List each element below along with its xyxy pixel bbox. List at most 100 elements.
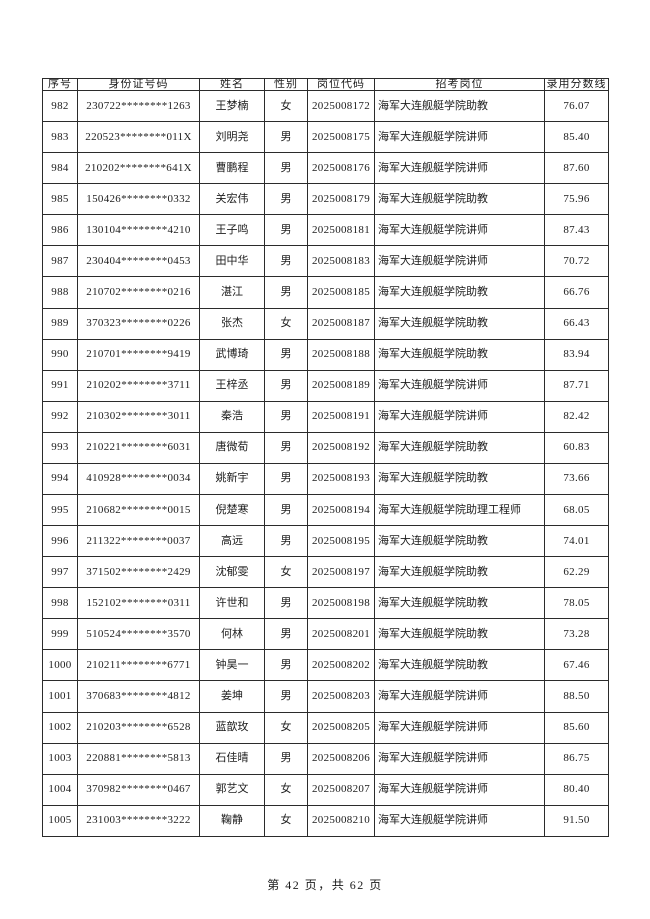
table-cell: 海军大连舰艇学院讲师 — [374, 245, 545, 278]
table-cell: 高远 — [199, 525, 265, 558]
table-cell: 220523********011X — [77, 121, 200, 154]
table-cell: 男 — [264, 587, 308, 620]
table-cell: 2025008183 — [307, 245, 375, 278]
table-cell: 2025008198 — [307, 587, 375, 620]
table-cell: 982 — [42, 89, 78, 123]
recruitment-score-table: 序号 身份证号码 姓名 性别 岗位代码 招考岗位 录用分数线 982 230722******… — [42, 78, 609, 838]
table-cell: 210701********9419 — [77, 338, 200, 371]
table-cell: 994 — [42, 462, 78, 496]
table-cell: 91.50 — [544, 804, 609, 838]
table-cell: 何林 — [199, 618, 265, 651]
table-cell: 85.40 — [544, 121, 609, 154]
table-row: 1004 370982********0467 郭艺文女 2025008207 海军大连… — [42, 773, 609, 806]
table-cell: 210202********641X — [77, 152, 200, 185]
page-number-footer: 第 42 页，共 62 页 — [267, 878, 383, 892]
table-cell: 王子鸣 — [199, 214, 265, 247]
column-header: 姓名 — [199, 78, 265, 91]
table-row: 987 230404********0453 田中华男 2025008183 海军大连舰… — [42, 245, 609, 278]
column-header: 录用分数线 — [544, 78, 609, 91]
column-header: 岗位代码 — [307, 78, 375, 91]
table-row: 997 371502********2429 沈郁雯女 2025008197 海军大连舰… — [42, 556, 609, 589]
table-cell: 1004 — [42, 773, 78, 806]
table-cell: 海军大连舰艇学院助教 — [374, 338, 545, 371]
table-cell: 男 — [264, 680, 308, 713]
table-cell: 210211********6771 — [77, 649, 200, 682]
table-cell: 海军大连舰艇学院讲师 — [374, 773, 545, 806]
table-cell: 海军大连舰艇学院讲师 — [374, 400, 545, 433]
table-cell: 2025008193 — [307, 462, 375, 496]
table-cell: 2025008176 — [307, 152, 375, 185]
table-cell: 女 — [264, 89, 308, 123]
table-cell: 海军大连舰艇学院讲师 — [374, 711, 545, 744]
table-cell: 王梓丞 — [199, 369, 265, 402]
table-row: 999 510524********3570 何林男 2025008201 海军大连舰艇… — [42, 618, 609, 651]
table-cell: 海军大连舰艇学院助教 — [374, 649, 545, 682]
table-cell: 510524********3570 — [77, 618, 200, 651]
table-cell: 130104********4210 — [77, 214, 200, 247]
table-cell: 男 — [264, 618, 308, 651]
table-cell: 海军大连舰艇学院助教 — [374, 618, 545, 651]
table-cell: 995 — [42, 494, 78, 527]
table-cell: 海军大连舰艇学院讲师 — [374, 742, 545, 775]
table-cell: 男 — [264, 742, 308, 775]
table-row: 986 130104********4210 王子鸣男 2025008181 海军大连舰… — [42, 214, 609, 247]
table-cell: 男 — [264, 338, 308, 371]
table-row: 1000 210211********6771 钟昊一男 2025008202 海军大连… — [42, 649, 609, 682]
table-header: 序号 身份证号码 姓名 性别 岗位代码 招考岗位 录用分数线 — [42, 78, 609, 91]
table-cell: 2025008203 — [307, 680, 375, 713]
table-cell: 2025008201 — [307, 618, 375, 651]
table-cell: 997 — [42, 556, 78, 589]
table-row: 984 210202********641X 曹鹏程男 2025008176 海军大连舰… — [42, 152, 609, 185]
table-cell: 211322********0037 — [77, 525, 200, 558]
table-cell: 海军大连舰艇学院讲师 — [374, 680, 545, 713]
table-row: 1002 210203********6528 蓝歆玫女 2025008205 海军大连… — [42, 711, 609, 744]
table-cell: 海军大连舰艇学院助教 — [374, 556, 545, 589]
table-cell: 78.05 — [544, 587, 609, 620]
table-cell: 许世和 — [199, 587, 265, 620]
table-row: 998 152102********0311 许世和男 2025008198 海军大连舰… — [42, 587, 609, 620]
table-cell: 210203********6528 — [77, 711, 200, 744]
table-cell: 2025008210 — [307, 804, 375, 838]
table-cell: 2025008191 — [307, 400, 375, 433]
table-cell: 991 — [42, 369, 78, 402]
table-cell: 男 — [264, 431, 308, 464]
table-cell: 2025008197 — [307, 556, 375, 589]
table-row: 994 410928********0034 姚新宇男 2025008193 海军大连舰… — [42, 462, 609, 496]
table-cell: 女 — [264, 773, 308, 806]
table-row: 993 210221********6031 唐微荀男 2025008192 海军大连舰… — [42, 431, 609, 464]
table-row: 996 211322********0037 高远男 2025008195 海军大连舰艇… — [42, 525, 609, 558]
table-cell: 983 — [42, 121, 78, 154]
table-body: 982 230722********1263 王梦楠女 2025008172 海军大连舰… — [42, 89, 609, 838]
table-cell: 410928********0034 — [77, 462, 200, 496]
table-cell: 2025008192 — [307, 431, 375, 464]
table-cell: 220881********5813 — [77, 742, 200, 775]
column-header: 性别 — [264, 78, 308, 91]
table-cell: 210682********0015 — [77, 494, 200, 527]
table-cell: 男 — [264, 183, 308, 216]
table-cell: 62.29 — [544, 556, 609, 589]
table-cell: 1005 — [42, 804, 78, 838]
table-cell: 87.60 — [544, 152, 609, 185]
table-cell: 海军大连舰艇学院助教 — [374, 307, 545, 340]
table-cell: 68.05 — [544, 494, 609, 527]
table-cell: 2025008172 — [307, 89, 375, 123]
table-cell: 钟昊一 — [199, 649, 265, 682]
table-cell: 男 — [264, 276, 308, 309]
table-cell: 2025008205 — [307, 711, 375, 744]
table-row: 989 370323********0226 张杰女 2025008187 海军大连舰艇… — [42, 307, 609, 340]
table-cell: 海军大连舰艇学院助教 — [374, 525, 545, 558]
table-cell: 986 — [42, 214, 78, 247]
table-cell: 992 — [42, 400, 78, 433]
table-cell: 海军大连舰艇学院助教 — [374, 183, 545, 216]
table-cell: 82.42 — [544, 400, 609, 433]
table-cell: 370323********0226 — [77, 307, 200, 340]
table-cell: 海军大连舰艇学院助教 — [374, 431, 545, 464]
table-cell: 85.60 — [544, 711, 609, 744]
table-cell: 2025008194 — [307, 494, 375, 527]
table-cell: 沈郁雯 — [199, 556, 265, 589]
table-cell: 73.66 — [544, 462, 609, 496]
table-cell: 女 — [264, 804, 308, 838]
table-cell: 2025008181 — [307, 214, 375, 247]
table-cell: 海军大连舰艇学院助教 — [374, 587, 545, 620]
